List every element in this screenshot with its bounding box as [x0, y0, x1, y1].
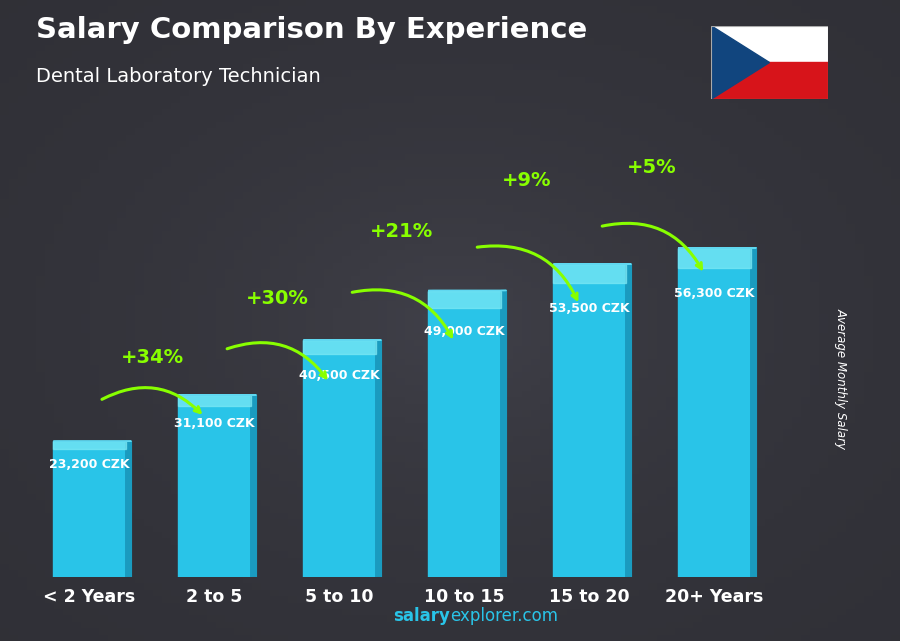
Bar — [711, 62, 828, 99]
Bar — [303, 340, 376, 577]
Polygon shape — [376, 340, 382, 577]
Text: 56,300 CZK: 56,300 CZK — [674, 287, 755, 301]
Polygon shape — [500, 290, 507, 577]
Bar — [53, 441, 126, 577]
Polygon shape — [626, 264, 632, 577]
Bar — [679, 248, 751, 577]
Bar — [554, 264, 626, 577]
Text: +9%: +9% — [502, 171, 552, 190]
Bar — [53, 441, 126, 449]
Bar — [679, 248, 751, 267]
Text: 31,100 CZK: 31,100 CZK — [175, 417, 255, 430]
Text: Dental Laboratory Technician: Dental Laboratory Technician — [36, 67, 320, 87]
Text: 40,500 CZK: 40,500 CZK — [299, 369, 380, 381]
Text: 53,500 CZK: 53,500 CZK — [549, 302, 630, 315]
Polygon shape — [751, 248, 756, 577]
Text: Average Monthly Salary: Average Monthly Salary — [835, 308, 848, 449]
Bar — [178, 395, 251, 406]
Text: 49,000 CZK: 49,000 CZK — [424, 325, 505, 338]
Bar — [303, 340, 376, 354]
Bar — [711, 26, 828, 62]
Text: 23,200 CZK: 23,200 CZK — [50, 458, 130, 470]
Text: Salary Comparison By Experience: Salary Comparison By Experience — [36, 16, 587, 44]
Text: +34%: +34% — [121, 347, 184, 367]
Polygon shape — [126, 441, 131, 577]
Polygon shape — [251, 395, 256, 577]
Text: +30%: +30% — [246, 289, 309, 308]
Text: explorer.com: explorer.com — [450, 607, 558, 625]
Text: +21%: +21% — [371, 222, 434, 241]
Text: salary: salary — [393, 607, 450, 625]
Bar — [178, 395, 251, 577]
Bar — [554, 264, 626, 283]
Text: +5%: +5% — [627, 158, 677, 177]
Bar — [428, 290, 500, 577]
Polygon shape — [711, 26, 770, 99]
Bar — [428, 290, 500, 308]
